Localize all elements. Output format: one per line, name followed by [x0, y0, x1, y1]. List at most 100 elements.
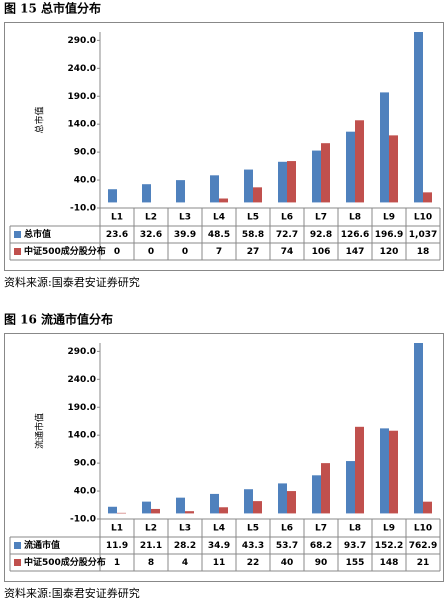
- plot: [108, 343, 432, 514]
- y-tick-label: 40.0: [74, 176, 96, 186]
- data-label: 32.6: [140, 230, 162, 240]
- data-label: 58.8: [242, 230, 264, 240]
- data-label: 1,037: [409, 230, 437, 240]
- data-label: 34.9: [208, 541, 230, 551]
- data-label: 0: [148, 247, 154, 257]
- chart-frame: [4, 333, 444, 582]
- y-tick-label: 290.0: [68, 347, 96, 357]
- bar: [176, 497, 185, 514]
- bar: [380, 92, 389, 203]
- y-tick-label: 190.0: [68, 92, 96, 102]
- x-tick-label: L8: [349, 524, 361, 534]
- bar: [389, 430, 398, 514]
- data-label: 18: [417, 247, 430, 257]
- data-label: 53.7: [276, 541, 298, 551]
- bar: [278, 161, 287, 203]
- legend-label: 流通市值: [24, 539, 60, 551]
- bar: [355, 120, 364, 203]
- x-tick-label: L1: [111, 524, 123, 534]
- data-label: 21.1: [140, 541, 162, 551]
- bar: [108, 506, 117, 514]
- bar: [346, 131, 355, 203]
- data-label: 68.2: [310, 541, 332, 551]
- data-label: 90: [315, 558, 328, 568]
- bar: [219, 198, 228, 203]
- bar: [312, 475, 321, 514]
- legend-label: 中证500成分股分布: [24, 245, 106, 257]
- data-label: 92.8: [310, 230, 332, 240]
- x-tick-label: L5: [247, 213, 259, 223]
- bar: [414, 343, 423, 514]
- x-tick-label: L9: [383, 213, 395, 223]
- x-tick-label: L10: [414, 213, 432, 223]
- bar: [287, 491, 296, 514]
- bar: [142, 501, 151, 514]
- data-label: 27: [247, 247, 260, 257]
- bar: [346, 461, 355, 514]
- x-tick-label: L4: [213, 524, 225, 534]
- bar: [423, 501, 432, 514]
- x-tick-label: L3: [179, 213, 191, 223]
- legend-label: 中证500成分股分布: [24, 556, 106, 568]
- x-tick-label: L6: [281, 524, 293, 534]
- data-label: 11: [213, 558, 226, 568]
- data-label: 72.7: [276, 230, 298, 240]
- data-label: 1: [114, 558, 120, 568]
- y-tick-label: -10.0: [70, 204, 96, 214]
- data-label: 43.3: [242, 541, 264, 551]
- data-label: 22: [247, 558, 260, 568]
- source: 资料来源:国泰君安证券研究: [4, 586, 140, 598]
- bar: [244, 169, 253, 203]
- bar: [380, 428, 389, 514]
- y-tick-label: -10.0: [70, 515, 96, 525]
- data-label: 148: [380, 558, 399, 568]
- data-label: 106: [312, 247, 331, 257]
- data-label: 21: [417, 558, 430, 568]
- legend-swatch: [14, 542, 21, 549]
- x-tick-label: L6: [281, 213, 293, 223]
- y-axis-label: 流通市值: [34, 413, 46, 449]
- data-label: 74: [281, 247, 294, 257]
- data-label: 196.9: [375, 230, 403, 240]
- data-label: 28.2: [174, 541, 196, 551]
- bar: [210, 493, 219, 514]
- y-tick-label: 90.0: [74, 459, 96, 469]
- y-tick-label: 240.0: [68, 64, 96, 74]
- data-label: 48.5: [208, 230, 230, 240]
- bar: [244, 489, 253, 514]
- y-tick-label: 290.0: [68, 36, 96, 46]
- bar: [142, 184, 151, 203]
- bar: [278, 483, 287, 514]
- y-tick-label: 90.0: [74, 148, 96, 158]
- bar: [185, 511, 194, 514]
- legend-label: 总市值: [24, 228, 51, 240]
- x-tick-label: L10: [414, 524, 432, 534]
- data-label: 4: [182, 558, 188, 568]
- x-tick-label: L9: [383, 524, 395, 534]
- bar: [108, 189, 117, 203]
- x-tick-label: L8: [349, 213, 361, 223]
- bar: [423, 192, 432, 203]
- x-tick-label: L2: [145, 524, 157, 534]
- chart-frame: [4, 22, 444, 271]
- bar: [414, 32, 423, 203]
- y-tick-label: 140.0: [68, 431, 96, 441]
- data-label: 11.9: [106, 541, 128, 551]
- data-label: 155: [346, 558, 365, 568]
- bar: [176, 180, 185, 203]
- x-tick-label: L4: [213, 213, 225, 223]
- x-tick-label: L5: [247, 524, 259, 534]
- data-label: 147: [346, 247, 365, 257]
- bar: [321, 463, 330, 514]
- legend-swatch: [14, 231, 21, 238]
- bar: [253, 187, 262, 203]
- bar: [312, 150, 321, 203]
- figure-title: 图 15 总市值分布: [4, 1, 101, 16]
- y-tick-label: 190.0: [68, 403, 96, 413]
- y-tick-label: 140.0: [68, 120, 96, 130]
- bar: [389, 135, 398, 203]
- y-axis-label: 总市值: [34, 106, 46, 133]
- data-label: 120: [380, 247, 399, 257]
- y-tick-label: 240.0: [68, 375, 96, 385]
